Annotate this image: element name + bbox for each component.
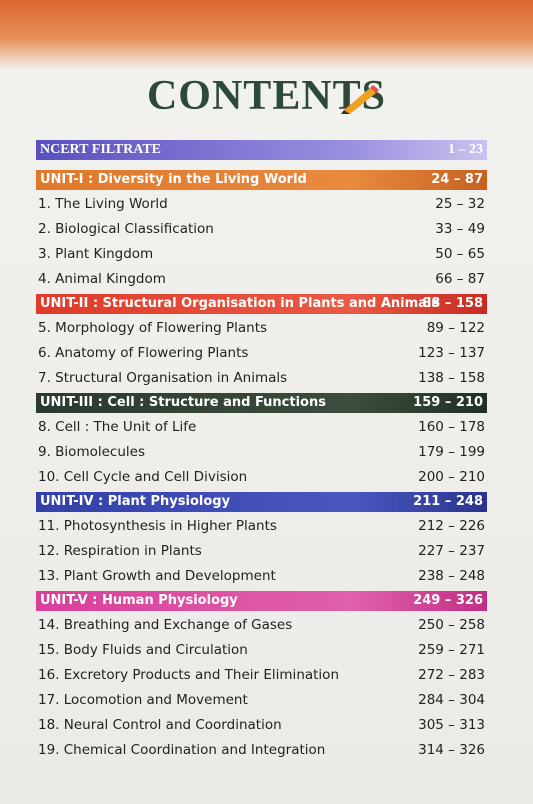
chapter-pages: 227 – 237 <box>418 543 485 559</box>
chapter-label: 7. Structural Organisation in Animals <box>38 370 288 386</box>
chapter-pages: 272 – 283 <box>418 667 485 683</box>
chapter-label: 13. Plant Growth and Development <box>38 568 276 584</box>
chapter-row: 15. Body Fluids and Circulation 259 – 271 <box>36 638 487 663</box>
section-label: NCERT FILTRATE <box>40 142 162 157</box>
section-bar: UNIT-V : Human Physiology 249 – 326 <box>36 591 487 611</box>
chapter-row: 12. Respiration in Plants 227 – 237 <box>36 539 487 564</box>
chapter-row: 13. Plant Growth and Development 238 – 24… <box>36 564 487 589</box>
chapter-pages: 314 – 326 <box>418 742 485 758</box>
chapter-pages: 212 – 226 <box>418 518 485 534</box>
section-pages: 24 – 87 <box>431 172 483 187</box>
chapter-label: 16. Excretory Products and Their Elimina… <box>38 667 340 683</box>
chapter-pages: 179 – 199 <box>418 444 485 460</box>
title: CONTENTS <box>0 72 533 120</box>
top-band <box>0 0 533 70</box>
chapter-row: 17. Locomotion and Movement 284 – 304 <box>36 688 487 713</box>
section-pages: 211 – 248 <box>413 494 483 509</box>
chapter-label: 5. Morphology of Flowering Plants <box>38 320 268 336</box>
chapter-pages: 200 – 210 <box>418 469 485 485</box>
chapter-pages: 238 – 248 <box>418 568 485 584</box>
chapter-label: 11. Photosynthesis in Higher Plants <box>38 518 277 534</box>
chapter-label: 17. Locomotion and Movement <box>38 692 248 708</box>
chapter-label: 18. Neural Control and Coordination <box>38 717 282 733</box>
section-bar: UNIT-II : Structural Organisation in Pla… <box>36 294 487 314</box>
pencil-icon <box>341 85 379 114</box>
section-label: UNIT-IV : Plant Physiology <box>40 494 231 509</box>
chapter-label: 9. Biomolecules <box>38 444 145 460</box>
section-label: UNIT-II : Structural Organisation in Pla… <box>40 296 440 311</box>
section-bar: NCERT FILTRATE 1 – 23 <box>36 140 487 160</box>
chapter-row: 3. Plant Kingdom 50 – 65 <box>36 242 487 267</box>
chapter-label: 1. The Living World <box>38 196 168 212</box>
chapter-row: 6. Anatomy of Flowering Plants 123 – 137 <box>36 341 487 366</box>
chapter-row: 18. Neural Control and Coordination 305 –… <box>36 713 487 738</box>
section-pages: 1 – 23 <box>448 142 483 157</box>
chapter-pages: 66 – 87 <box>435 271 485 287</box>
chapter-label: 10. Cell Cycle and Cell Division <box>38 469 248 485</box>
chapter-row: 7. Structural Organisation in Animals 138… <box>36 366 487 391</box>
chapter-label: 3. Plant Kingdom <box>38 246 154 262</box>
section-bar: UNIT-IV : Plant Physiology 211 – 248 <box>36 492 487 512</box>
chapter-pages: 50 – 65 <box>435 246 485 262</box>
chapter-row: 8. Cell : The Unit of Life 160 – 178 <box>36 415 487 440</box>
chapter-row: 16. Excretory Products and Their Elimina… <box>36 663 487 688</box>
chapter-row: 9. Biomolecules 179 – 199 <box>36 440 487 465</box>
section-pages: 88 – 158 <box>422 296 483 311</box>
chapter-row: 5. Morphology of Flowering Plants 89 – 12… <box>36 316 487 341</box>
chapter-pages: 123 – 137 <box>418 345 485 361</box>
chapter-pages: 138 – 158 <box>418 370 485 386</box>
chapter-pages: 284 – 304 <box>418 692 485 708</box>
chapter-pages: 25 – 32 <box>435 196 485 212</box>
section-label: UNIT-I : Diversity in the Living World <box>40 172 307 187</box>
chapter-label: 15. Body Fluids and Circulation <box>38 642 248 658</box>
section-pages: 159 – 210 <box>413 395 483 410</box>
chapter-label: 14. Breathing and Exchange of Gases <box>38 617 293 633</box>
chapter-label: 12. Respiration in Plants <box>38 543 202 559</box>
chapter-label: 8. Cell : The Unit of Life <box>38 419 197 435</box>
section-label: UNIT-V : Human Physiology <box>40 593 238 608</box>
chapter-pages: 89 – 122 <box>426 320 485 336</box>
chapter-row: 19. Chemical Coordination and Integratio… <box>36 738 487 763</box>
section-bar: UNIT-III : Cell : Structure and Function… <box>36 393 487 413</box>
section-pages: 249 – 326 <box>413 593 483 608</box>
section-bar: UNIT-I : Diversity in the Living World 24… <box>36 170 487 190</box>
chapter-row: 1. The Living World 25 – 32 <box>36 192 487 217</box>
chapter-label: 4. Animal Kingdom <box>38 271 166 287</box>
chapter-row: 11. Photosynthesis in Higher Plants 212 –… <box>36 514 487 539</box>
chapter-pages: 250 – 258 <box>418 617 485 633</box>
chapter-pages: 305 – 313 <box>418 717 485 733</box>
chapter-pages: 259 – 271 <box>418 642 485 658</box>
chapter-pages: 33 – 49 <box>435 221 485 237</box>
section-label: UNIT-III : Cell : Structure and Function… <box>40 395 326 410</box>
chapter-label: 19. Chemical Coordination and Integratio… <box>38 742 326 758</box>
chapter-row: 10. Cell Cycle and Cell Division 200 – 21… <box>36 465 487 490</box>
chapter-pages: 160 – 178 <box>418 419 485 435</box>
chapter-label: 2. Biological Classification <box>38 221 214 237</box>
chapter-row: 4. Animal Kingdom 66 – 87 <box>36 267 487 292</box>
chapter-row: 14. Breathing and Exchange of Gases 250 –… <box>36 613 487 638</box>
chapter-label: 6. Anatomy of Flowering Plants <box>38 345 249 361</box>
chapter-row: 2. Biological Classification 33 – 49 <box>36 217 487 242</box>
